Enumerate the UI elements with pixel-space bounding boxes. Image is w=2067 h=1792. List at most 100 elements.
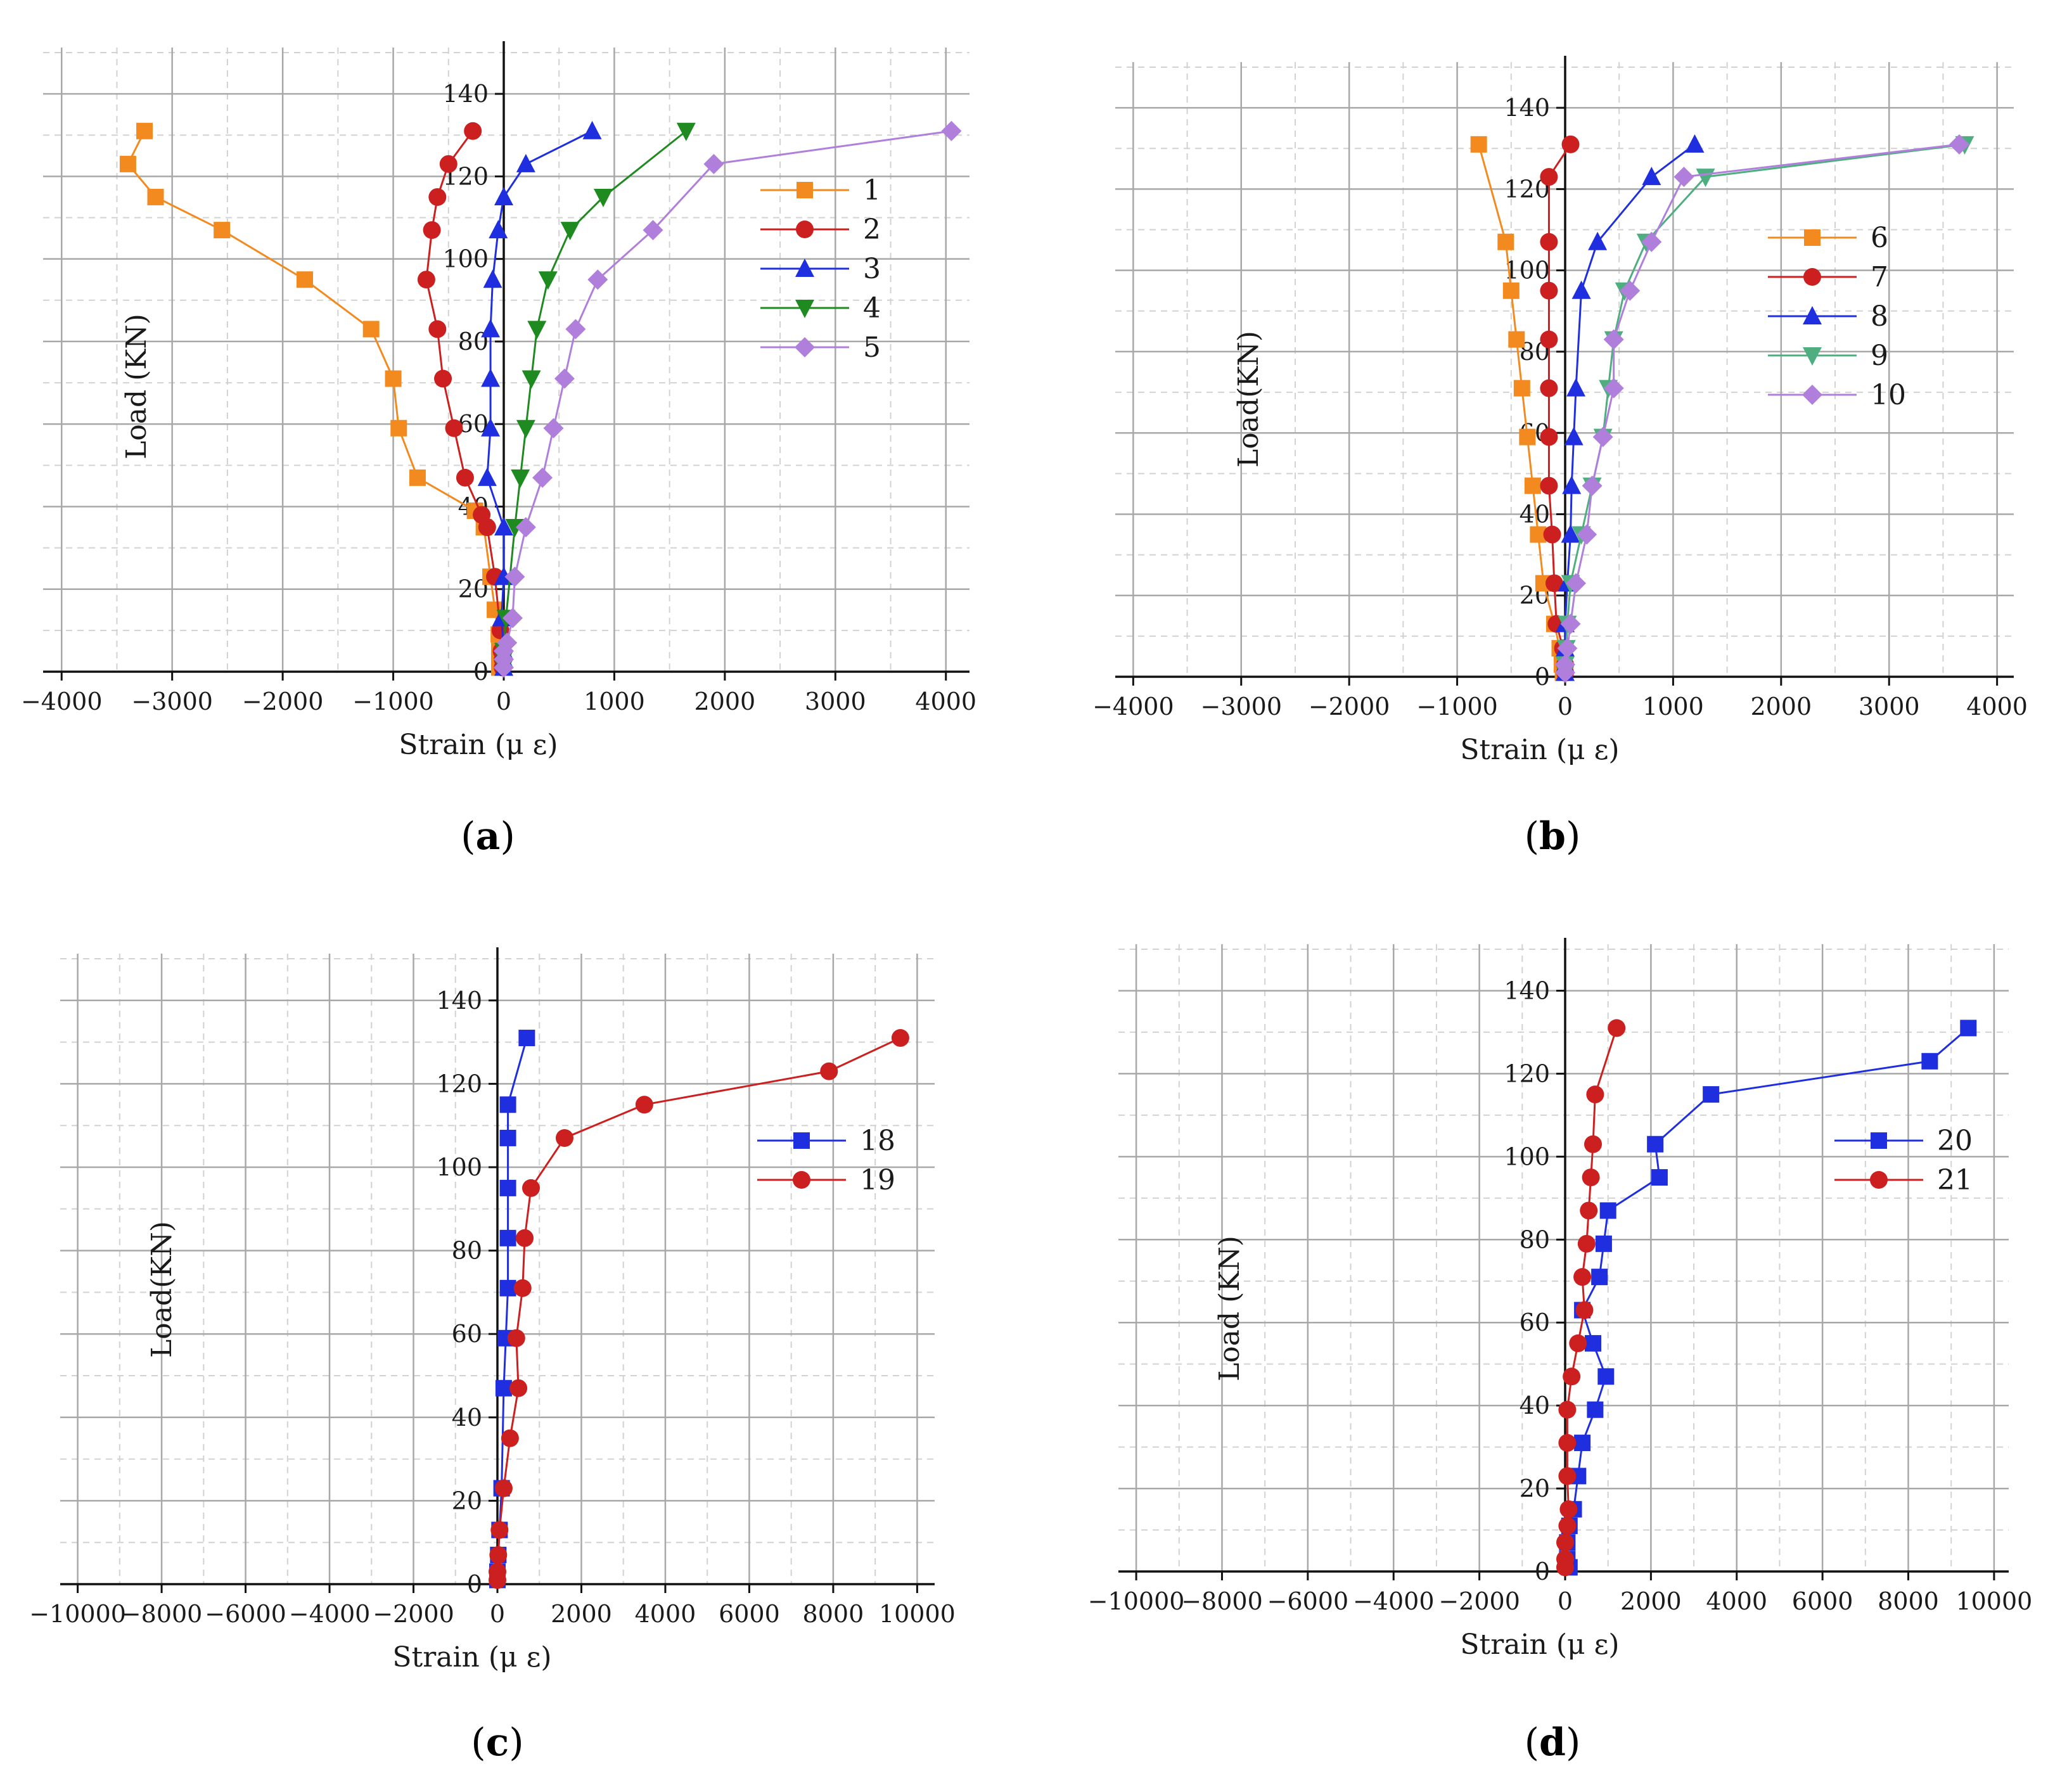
- data-point-5: [643, 220, 663, 241]
- chart-panel-c: −10000−8000 −6000 −4000 −2000 0 2000 4000 6000 8…: [29, 947, 956, 1765]
- legend-marker-6: [1804, 229, 1821, 246]
- x-tick-label: −4000: [1353, 1587, 1435, 1615]
- x-tick-label: 4000: [1706, 1587, 1767, 1615]
- x-tick-label: −2000: [242, 688, 324, 715]
- data-point-19: [555, 1129, 573, 1147]
- y-axis-label: Load(KN): [146, 1221, 178, 1358]
- legend-marker-8: [1803, 306, 1822, 324]
- data-point-10: [1566, 573, 1587, 594]
- x-tick-label: 2000: [1620, 1587, 1682, 1615]
- y-tick-label: 40: [452, 1404, 482, 1431]
- y-tick-label: 80: [452, 1237, 482, 1265]
- data-point-10: [1673, 167, 1694, 188]
- data-point-5: [554, 368, 575, 389]
- data-point-2: [423, 221, 441, 240]
- data-point-19: [489, 1546, 508, 1564]
- x-tick-label: −1000: [1416, 693, 1498, 720]
- data-point-20: [1960, 1020, 1977, 1037]
- legend-label-3: 3: [863, 253, 881, 285]
- x-tick-label: −2000: [1309, 693, 1390, 720]
- data-point-8: [1642, 167, 1661, 186]
- data-point-10: [1603, 378, 1624, 399]
- data-point-4: [593, 188, 613, 207]
- data-point-19: [516, 1229, 534, 1247]
- y-tick-label: 100: [1504, 257, 1550, 285]
- legend-label-8: 8: [1871, 300, 1888, 333]
- legend-label-9: 9: [1871, 340, 1888, 372]
- data-point-3: [481, 368, 501, 387]
- data-point-1: [362, 321, 380, 338]
- data-point-20: [1921, 1053, 1938, 1070]
- x-tick-label: −1000: [352, 688, 434, 715]
- x-tick-label: 2000: [694, 688, 756, 715]
- data-point-7: [1540, 281, 1558, 300]
- data-point-20: [1599, 1202, 1616, 1219]
- data-point-3: [494, 517, 513, 536]
- data-point-2: [417, 271, 435, 289]
- data-point-20: [1703, 1086, 1720, 1103]
- data-point-2: [434, 369, 452, 388]
- data-point-6: [1524, 477, 1541, 494]
- data-point-10: [1641, 231, 1662, 252]
- data-point-21: [1558, 1516, 1577, 1535]
- legend-label-18: 18: [860, 1125, 895, 1157]
- data-point-20: [1591, 1269, 1608, 1286]
- data-point-6: [1497, 233, 1514, 250]
- data-point-4: [676, 122, 696, 141]
- data-point-2: [464, 122, 482, 140]
- y-tick-label: 60: [452, 1320, 482, 1348]
- data-point-19: [820, 1062, 838, 1080]
- x-tick-label: 4000: [915, 688, 976, 715]
- legend-label-2: 2: [863, 214, 881, 246]
- data-point-8: [1561, 524, 1580, 543]
- data-point-7: [1540, 330, 1558, 349]
- x-tick-label: 1000: [584, 688, 645, 715]
- data-point-3: [516, 153, 535, 172]
- x-tick-label: 10000: [1955, 1587, 2032, 1615]
- x-tick-label: 8000: [803, 1600, 864, 1628]
- data-point-20: [1587, 1401, 1604, 1418]
- x-tick-label: 0: [1558, 1587, 1573, 1615]
- y-tick-label: 60: [1520, 1309, 1550, 1336]
- x-tick-label: −6000: [205, 1600, 286, 1628]
- data-point-18: [499, 1096, 516, 1113]
- legend-label-6: 6: [1871, 222, 1888, 254]
- data-point-20: [1647, 1136, 1664, 1153]
- y-tick-label: 140: [1504, 94, 1550, 122]
- chart-panel-d: −10000−8000 −6000 −4000 −2000 0 2000 4000 6000 8…: [1088, 938, 2032, 1765]
- y-tick-label: 0: [473, 658, 489, 686]
- y-axis-label: Load(KN): [1232, 331, 1265, 468]
- y-tick-label: 100: [1504, 1142, 1550, 1170]
- data-point-21: [1556, 1550, 1574, 1568]
- x-tick-label: 3000: [1859, 693, 1920, 720]
- series-line-1: [127, 131, 501, 668]
- data-point-5: [532, 467, 553, 488]
- legend-marker-3: [795, 259, 814, 277]
- data-point-21: [1577, 1234, 1596, 1253]
- data-point-1: [390, 419, 407, 437]
- data-point-8: [1571, 280, 1591, 299]
- y-tick-label: 80: [458, 328, 489, 355]
- data-point-19: [507, 1329, 525, 1347]
- data-point-18: [499, 1179, 516, 1196]
- data-point-19: [489, 1563, 506, 1581]
- panel-caption-b: (b): [1525, 814, 1581, 859]
- x-tick-label: −4000: [21, 688, 103, 715]
- data-point-10: [1560, 613, 1581, 634]
- data-point-5: [504, 566, 525, 587]
- data-point-10: [1582, 475, 1603, 496]
- data-point-18: [499, 1129, 516, 1146]
- data-point-18: [495, 1379, 512, 1397]
- legend-marker-5: [795, 337, 815, 357]
- data-point-21: [1575, 1301, 1594, 1319]
- data-point-5: [497, 632, 518, 653]
- data-point-1: [214, 222, 231, 239]
- data-point-8: [1562, 475, 1582, 494]
- data-point-2: [473, 506, 491, 524]
- data-point-5: [515, 517, 536, 538]
- legend-label-19: 19: [860, 1164, 895, 1196]
- data-point-6: [1502, 282, 1520, 299]
- data-point-21: [1584, 1135, 1602, 1153]
- x-tick-label: −6000: [1267, 1587, 1349, 1615]
